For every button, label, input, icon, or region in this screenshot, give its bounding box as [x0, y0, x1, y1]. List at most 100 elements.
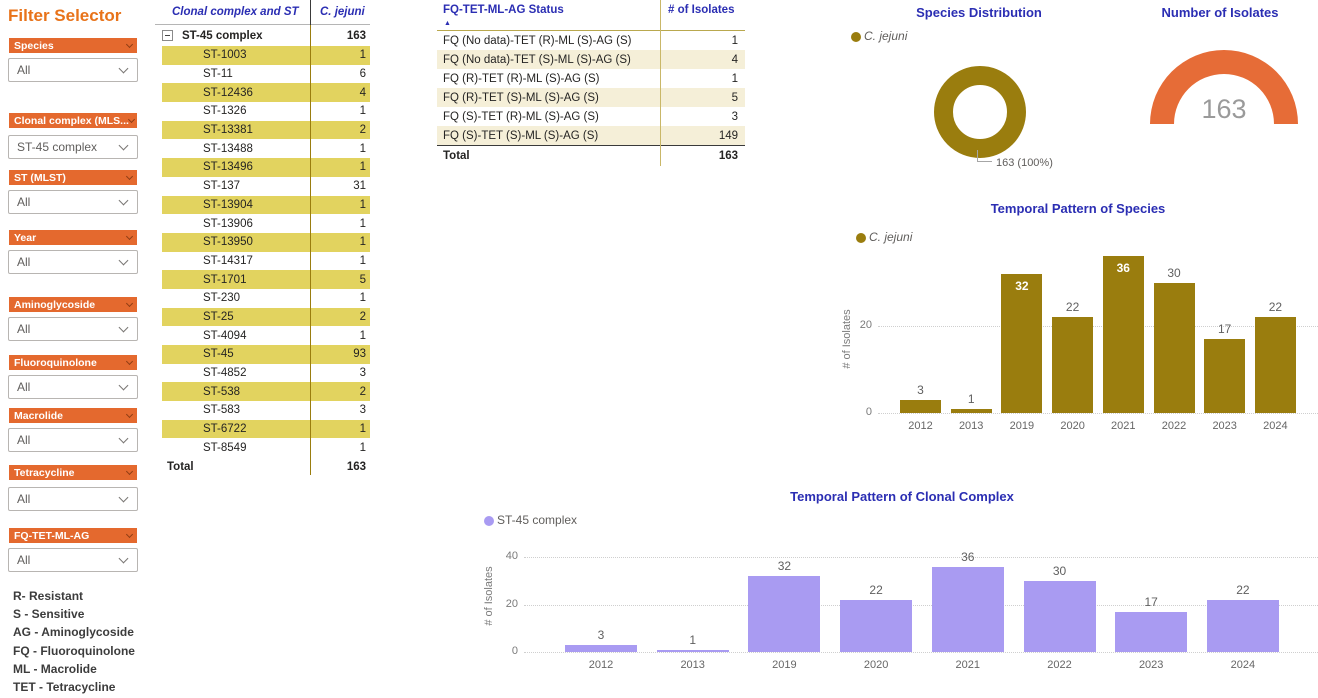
- slicer-dropdown-macrolide[interactable]: All: [8, 428, 138, 452]
- isolates-col-header[interactable]: # of Isolates: [668, 4, 735, 16]
- bar-2012[interactable]: [900, 399, 941, 413]
- collapse-icon[interactable]: [162, 30, 173, 41]
- slicer-header-macrolide[interactable]: Macrolide: [9, 408, 137, 423]
- legend-dot[interactable]: [484, 516, 494, 526]
- bar-2024[interactable]: [1254, 317, 1296, 413]
- clonal-complex-col-header[interactable]: Clonal complex and ST: [172, 6, 299, 18]
- table-row[interactable]: ST-13381 2: [162, 120, 370, 140]
- slicer-dropdown-st-mlst-[interactable]: All: [8, 190, 138, 214]
- slicer-dropdown-aminoglycoside[interactable]: All: [8, 317, 138, 341]
- table-row[interactable]: ST-4094 1: [162, 326, 370, 345]
- table-row[interactable]: ST-230 1: [162, 289, 370, 308]
- group-row-st45-complex[interactable]: ST-45 complex 163: [162, 25, 370, 46]
- table-row[interactable]: ST-8549 1: [162, 438, 370, 457]
- chevron-down-icon[interactable]: [118, 380, 129, 390]
- bar-2022[interactable]: [1023, 580, 1096, 652]
- table-row[interactable]: ST-13904 1: [162, 195, 370, 215]
- chevron-down-icon[interactable]: [125, 299, 134, 308]
- status-col-header[interactable]: FQ-TET-ML-AG Status: [443, 4, 564, 16]
- slicer-header-clonal-complex-mls-[interactable]: Clonal complex (MLS...: [9, 113, 137, 128]
- table-row[interactable]: ST-6722 1: [162, 419, 370, 439]
- slicer-dropdown-year[interactable]: All: [8, 250, 138, 274]
- group-label[interactable]: ST-45 complex: [182, 29, 263, 42]
- slicer-dropdown-fluoroquinolone[interactable]: All: [8, 375, 138, 399]
- slicer-dropdown-species[interactable]: All: [8, 58, 138, 82]
- gauge-arc[interactable]: [1146, 46, 1302, 126]
- chevron-down-icon[interactable]: [125, 172, 134, 181]
- legend-dot[interactable]: [851, 32, 861, 42]
- chevron-down-icon[interactable]: [125, 530, 134, 539]
- bar-2019[interactable]: [1001, 273, 1043, 413]
- chevron-down-icon[interactable]: [125, 232, 134, 241]
- table-row[interactable]: ST-12436 4: [162, 83, 370, 103]
- bar-2013[interactable]: [950, 408, 992, 413]
- donut-ring[interactable]: [934, 66, 1026, 158]
- slicer-dropdown-tetracycline[interactable]: All: [8, 487, 138, 511]
- table-row[interactable]: FQ (No data)-TET (R)-ML (S)-AG (S) 1: [437, 31, 745, 50]
- bar-2013[interactable]: [656, 649, 729, 652]
- table-row[interactable]: ST-13496 1: [162, 158, 370, 177]
- bar-data-label: 1: [967, 391, 975, 406]
- table-row[interactable]: FQ (R)-TET (S)-ML (S)-AG (S) 5: [437, 88, 745, 107]
- clonal-complex-table-header[interactable]: Clonal complex and ST C. jejuni: [155, 0, 370, 25]
- table-row[interactable]: FQ (S)-TET (S)-ML (S)-AG (S) 149: [437, 126, 745, 145]
- donut-legend-label[interactable]: C. jejuni: [864, 29, 908, 43]
- bar-2020[interactable]: [840, 599, 913, 652]
- clonal-chart-legend-label[interactable]: ST-45 complex: [497, 513, 578, 527]
- chevron-down-icon[interactable]: [118, 433, 129, 443]
- table-row[interactable]: ST-1003 1: [162, 46, 370, 65]
- bar-2019[interactable]: [748, 576, 821, 652]
- bar-2021[interactable]: [931, 566, 1004, 652]
- chevron-down-icon[interactable]: [125, 357, 134, 366]
- bar-2012[interactable]: [565, 644, 637, 652]
- slicer-selected-value: All: [17, 433, 31, 447]
- chevron-down-icon[interactable]: [118, 322, 129, 332]
- table-row[interactable]: ST-4852 3: [162, 364, 370, 383]
- chevron-down-icon[interactable]: [118, 492, 129, 502]
- cjejuni-col-header[interactable]: C. jejuni: [320, 6, 365, 18]
- bar-2020[interactable]: [1052, 317, 1094, 413]
- table-row[interactable]: ST-25 2: [162, 307, 370, 327]
- bar-2021[interactable]: [1102, 256, 1144, 413]
- slicer-header-fluoroquinolone[interactable]: Fluoroquinolone: [9, 355, 137, 370]
- table-row[interactable]: ST-13950 1: [162, 232, 370, 252]
- slicer-header-fq-tet-ml-ag[interactable]: FQ-TET-ML-AG: [9, 528, 137, 543]
- table-row[interactable]: ST-538 2: [162, 382, 370, 402]
- species-chart-legend-label[interactable]: C. jejuni: [869, 230, 913, 244]
- chevron-down-icon[interactable]: [118, 195, 129, 205]
- legend-dot[interactable]: [856, 233, 866, 243]
- chevron-down-icon[interactable]: [118, 63, 129, 73]
- slicer-header-aminoglycoside[interactable]: Aminoglycoside: [9, 297, 137, 312]
- table-row[interactable]: FQ (No data)-TET (S)-ML (S)-AG (S) 4: [437, 50, 745, 69]
- table-row[interactable]: ST-14317 1: [162, 252, 370, 271]
- slicer-dropdown-clonal-complex-mls-[interactable]: ST-45 complex: [8, 135, 138, 159]
- slicer-header-tetracycline[interactable]: Tetracycline: [9, 465, 137, 480]
- table-row[interactable]: ST-1701 5: [162, 270, 370, 289]
- bar-2024[interactable]: [1206, 599, 1279, 652]
- table-row[interactable]: ST-137 31: [162, 177, 370, 196]
- table-row[interactable]: ST-13488 1: [162, 139, 370, 158]
- bar-2023[interactable]: [1204, 339, 1246, 413]
- chevron-down-icon[interactable]: [118, 140, 129, 150]
- chevron-down-icon[interactable]: [118, 255, 129, 265]
- table-row[interactable]: ST-11 6: [162, 65, 370, 84]
- bar-2023[interactable]: [1115, 611, 1188, 652]
- table-row[interactable]: ST-583 3: [162, 401, 370, 420]
- chevron-down-icon[interactable]: [118, 553, 129, 563]
- chevron-down-icon[interactable]: [125, 410, 134, 419]
- table-row[interactable]: FQ (S)-TET (R)-ML (S)-AG (S) 3: [437, 107, 745, 126]
- table-row[interactable]: FQ (R)-TET (R)-ML (S)-AG (S) 1: [437, 69, 745, 88]
- table-row[interactable]: ST-1326 1: [162, 102, 370, 121]
- sort-ascending-icon[interactable]: ▲: [444, 20, 451, 27]
- bar-2022[interactable]: [1153, 282, 1195, 413]
- table-row[interactable]: ST-45 93: [162, 345, 370, 364]
- table-row[interactable]: ST-13906 1: [162, 214, 370, 233]
- chevron-down-icon[interactable]: [125, 40, 134, 49]
- slicer-header-species[interactable]: Species: [9, 38, 137, 53]
- slicer-dropdown-fq-tet-ml-ag[interactable]: All: [8, 548, 138, 572]
- slicer-header-year[interactable]: Year: [9, 230, 137, 245]
- chevron-down-icon[interactable]: [125, 467, 134, 476]
- slicer-header-st-mlst-[interactable]: ST (MLST): [9, 170, 137, 185]
- status-table-header[interactable]: FQ-TET-ML-AG Status ▲ # of Isolates: [437, 0, 745, 31]
